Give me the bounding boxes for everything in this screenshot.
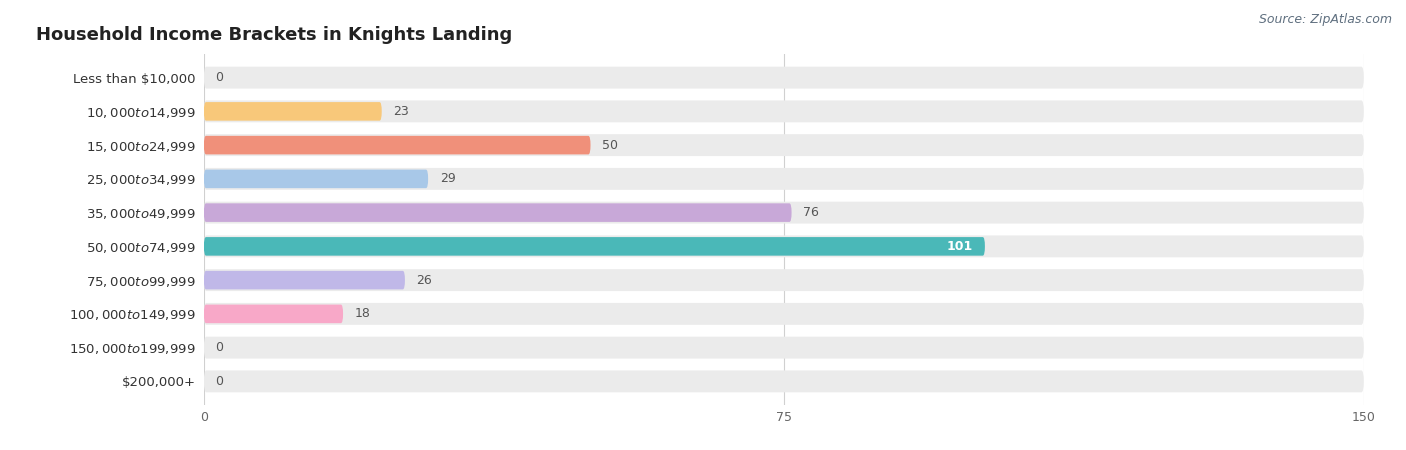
Text: 23: 23	[394, 105, 409, 118]
FancyBboxPatch shape	[204, 100, 1364, 122]
Text: 101: 101	[948, 240, 973, 253]
Text: 29: 29	[440, 172, 456, 185]
Text: Household Income Brackets in Knights Landing: Household Income Brackets in Knights Lan…	[35, 26, 512, 44]
Text: 26: 26	[416, 274, 432, 287]
Text: 0: 0	[215, 71, 224, 84]
FancyBboxPatch shape	[204, 237, 984, 256]
FancyBboxPatch shape	[204, 136, 591, 154]
FancyBboxPatch shape	[204, 303, 1364, 325]
Text: 18: 18	[354, 307, 371, 320]
Text: 0: 0	[215, 341, 224, 354]
FancyBboxPatch shape	[204, 168, 1364, 190]
FancyBboxPatch shape	[204, 235, 1364, 257]
FancyBboxPatch shape	[204, 337, 1364, 359]
FancyBboxPatch shape	[204, 102, 382, 121]
Text: 76: 76	[803, 206, 820, 219]
FancyBboxPatch shape	[204, 134, 1364, 156]
FancyBboxPatch shape	[204, 370, 1364, 392]
FancyBboxPatch shape	[204, 202, 1364, 224]
Text: 0: 0	[215, 375, 224, 388]
FancyBboxPatch shape	[204, 269, 1364, 291]
FancyBboxPatch shape	[204, 67, 1364, 89]
Text: Source: ZipAtlas.com: Source: ZipAtlas.com	[1258, 14, 1392, 27]
FancyBboxPatch shape	[204, 170, 427, 188]
FancyBboxPatch shape	[204, 305, 343, 323]
FancyBboxPatch shape	[204, 203, 792, 222]
Text: 50: 50	[602, 139, 619, 152]
FancyBboxPatch shape	[204, 271, 405, 289]
